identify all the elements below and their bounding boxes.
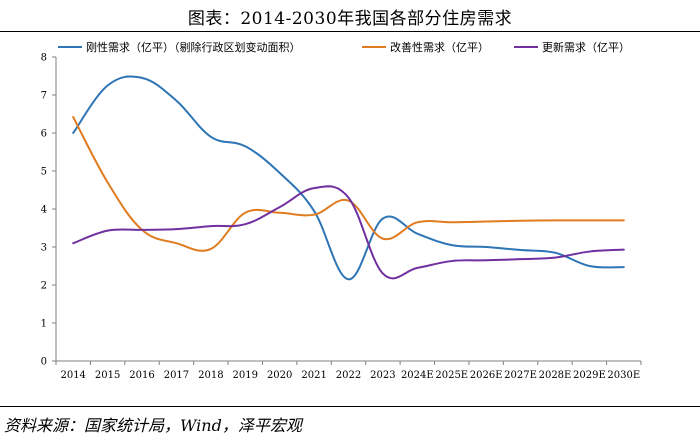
y-tick-label: 8 (41, 53, 47, 64)
series-line (72, 185, 625, 280)
line-chart: 0 1 2 3 4 5 6 7 8 2014 2015 2016 2017 2018 2019 2020 202… (41, 40, 642, 381)
x-tick-label: 2021 (301, 370, 326, 381)
series-line (72, 116, 625, 252)
title-divider (0, 31, 700, 32)
x-tick-label: 2027E (504, 370, 537, 381)
x-tick-label: 2022 (336, 370, 361, 381)
chart-series (72, 75, 625, 281)
x-tick-label: 2029E (573, 370, 606, 381)
x-tick-label: 2028E (539, 370, 572, 381)
x-tick-label: 2016 (129, 370, 154, 381)
y-tick-label: 3 (41, 243, 47, 254)
series-1 (72, 75, 625, 281)
legend-label: 更新需求（亿平） (542, 40, 630, 54)
y-tick-label: 2 (41, 281, 47, 292)
source-note: 资料来源：国家统计局，Wind，泽平宏观 (4, 416, 302, 435)
y-tick-label: 4 (41, 205, 47, 216)
y-tick-label: 0 (41, 357, 47, 368)
chart-legend: 刚性需求（亿平）（剔除行政区划变动面积） 改善性需求（亿平） 更新需求（亿平） (58, 40, 630, 54)
y-tick-label: 1 (41, 319, 47, 330)
x-tick-label: 2025E (435, 370, 468, 381)
x-tick-label: 2026E (470, 370, 503, 381)
chart-axes: 0 1 2 3 4 5 6 7 8 2014 2015 2016 2017 2018 2019 2020 202… (41, 53, 642, 381)
x-tick-label: 2020 (267, 370, 292, 381)
x-tick-label: 2017 (164, 370, 189, 381)
y-tick-label: 7 (41, 91, 47, 102)
y-tick-label: 6 (41, 129, 47, 140)
series-2 (72, 116, 625, 252)
chart-title: 图表：2014-2030年我国各部分住房需求 (187, 9, 513, 29)
legend-label: 刚性需求（亿平）（剔除行政区划变动面积） (86, 40, 301, 54)
x-tick-label: 2019 (233, 370, 258, 381)
x-tick-label: 2018 (198, 370, 223, 381)
legend-label: 改善性需求（亿平） (390, 40, 489, 54)
x-tick-label: 2023 (370, 370, 395, 381)
x-tick-label: 2014 (60, 370, 85, 381)
x-tick-label: 2030E (607, 370, 640, 381)
x-tick-label: 2015 (95, 370, 120, 381)
source-divider (0, 406, 700, 407)
y-tick-label: 5 (41, 167, 47, 178)
series-3 (72, 185, 625, 280)
x-tick-label: 2024E (401, 370, 434, 381)
series-line (72, 75, 625, 281)
